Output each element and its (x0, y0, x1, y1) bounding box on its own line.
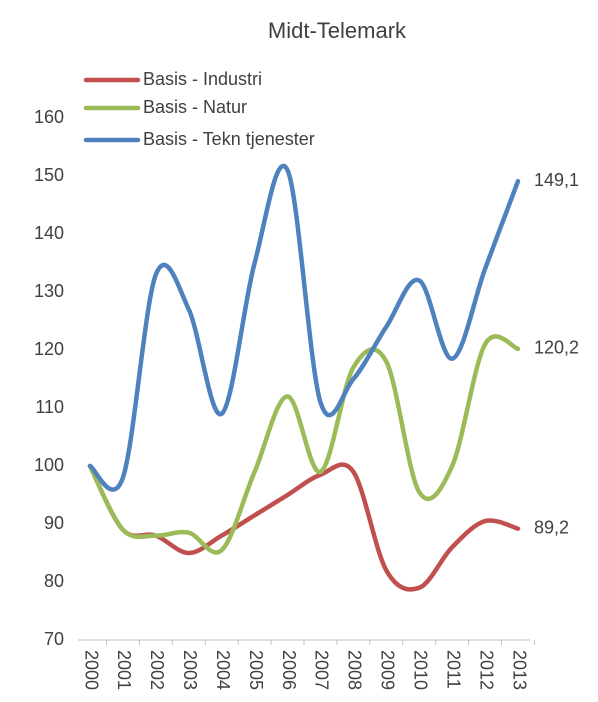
x-tick-label: 2009 (378, 650, 398, 690)
x-tick-label: 2008 (345, 650, 365, 690)
y-tick-label: 130 (34, 281, 64, 301)
series-line (87, 462, 521, 592)
legend-label: Basis - Industri (143, 69, 262, 89)
x-tick-label: 2003 (180, 650, 200, 690)
y-tick-label: 100 (34, 455, 64, 475)
y-tick-label: 110 (35, 397, 64, 417)
x-tick-label: 2000 (81, 650, 101, 690)
x-tick-label: 2010 (410, 650, 430, 690)
data-label: 89,2 (534, 517, 569, 537)
y-tick-label: 120 (34, 339, 64, 359)
y-tick-label: 90 (44, 513, 64, 533)
legend-label: Basis - Tekn tjenester (143, 129, 315, 149)
legend-label: Basis - Natur (143, 97, 247, 117)
data-label: 120,2 (534, 338, 579, 358)
y-tick-label: 70 (44, 629, 64, 649)
y-tick-label: 160 (34, 107, 64, 127)
x-tick-label: 2001 (114, 650, 134, 690)
x-tick-label: 2013 (509, 650, 529, 690)
x-tick-label: 2002 (147, 650, 167, 690)
y-tick-label: 80 (44, 571, 64, 591)
x-tick-label: 2012 (476, 650, 496, 690)
x-tick-label: 2006 (279, 650, 299, 690)
y-tick-label: 140 (34, 223, 64, 243)
chart-title: Midt-Telemark (268, 18, 407, 43)
x-tick-label: 2004 (213, 650, 233, 690)
series-line (87, 163, 521, 492)
data-label: 149,1 (534, 170, 579, 190)
x-tick-label: 2007 (312, 650, 332, 690)
series-line (87, 334, 521, 555)
x-tick-label: 2011 (443, 650, 463, 689)
x-tick-label: 2005 (246, 650, 266, 690)
y-tick-label: 150 (34, 165, 64, 185)
